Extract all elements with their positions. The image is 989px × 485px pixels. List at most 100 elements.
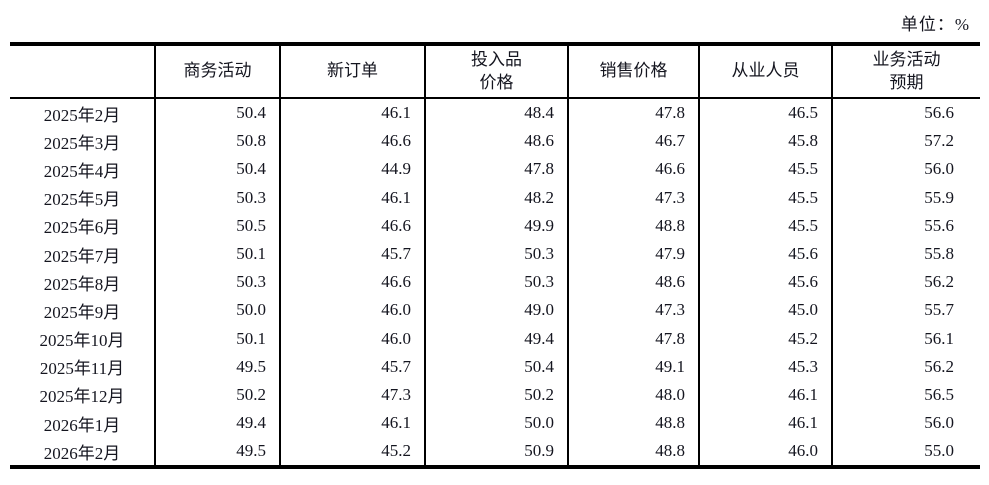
row-value: 50.3 [155,183,281,212]
row-value: 49.4 [155,409,281,438]
row-value: 45.8 [699,127,833,156]
row-value: 50.2 [425,380,569,410]
row-value: 45.0 [699,296,833,325]
row-value: 56.2 [924,356,954,376]
table-row: 2025年6月 50.5 46.6 49.9 48.8 45.5 55.6 [10,211,980,240]
table-row: 2025年11月 49.5 45.7 50.4 49.1 45.3 56.2 [10,352,980,381]
column-header-employment: 从业人员 [699,44,833,99]
row-value: 48.4 [425,98,569,128]
table-row: 2025年5月 50.3 46.1 48.2 47.3 45.5 55.9 [10,183,980,212]
row-value: 46.6 [568,155,700,184]
row-value: 46.1 [280,183,426,212]
row-value: 46.6 [280,127,426,156]
row-period: 2026年1月 [10,409,156,438]
table-row: 2025年4月 50.4 44.9 47.8 46.6 45.5 56.0 [10,155,980,184]
row-value: 45.7 [280,352,426,381]
row-value: 45.6 [699,239,833,269]
row-value: 47.3 [568,183,700,212]
row-value: 47.9 [568,239,700,269]
row-value: 46.0 [280,324,426,353]
table-body: 2025年2月 50.4 46.1 48.4 47.8 46.5 56.6 2025年3月 50… [10,98,980,468]
column-header-sales-prices: 销售价格 [568,44,700,99]
row-value: 45.5 [699,211,833,240]
row-value: 50.4 [155,98,281,128]
column-header-new-orders: 新订单 [280,44,426,99]
row-value: 45.5 [699,183,833,212]
table-row: 2025年12月 50.2 47.3 50.2 48.0 46.1 56.5 [10,380,980,410]
row-value: 45.6 [699,268,833,297]
row-value: 50.2 [155,380,281,410]
row-value: 56.0 [924,159,954,179]
row-value: 50.3 [155,268,281,297]
column-header-business-activity: 商务活动 [155,44,281,99]
row-value: 48.0 [568,380,700,410]
row-value: 50.5 [155,211,281,240]
row-value: 55.9 [924,187,954,207]
row-value: 50.4 [425,352,569,381]
header-row: 商务活动 新订单 投入品 价格 销售价格 从业人员 业务活动 预期 [10,44,980,99]
row-period: 2025年10月 [10,324,156,353]
row-period: 2026年2月 [10,437,156,468]
row-value: 46.1 [699,380,833,410]
row-value: 44.9 [280,155,426,184]
row-value: 50.8 [155,127,281,156]
row-value: 49.5 [155,437,281,468]
row-period: 2025年8月 [10,268,156,297]
row-period: 2025年11月 [10,352,156,381]
row-value: 49.5 [155,352,281,381]
row-value: 46.6 [280,268,426,297]
row-value: 56.1 [924,328,954,348]
row-value: 48.8 [568,437,700,468]
row-value: 46.1 [280,98,426,128]
row-value: 46.6 [280,211,426,240]
table-row: 2025年8月 50.3 46.6 50.3 48.6 45.6 56.2 [10,268,980,297]
row-period: 2025年4月 [10,155,156,184]
row-value: 48.8 [568,409,700,438]
row-value: 50.1 [155,324,281,353]
row-value: 47.3 [568,296,700,325]
column-header-input-prices: 投入品 价格 [425,44,569,99]
row-value: 55.0 [924,441,954,461]
row-value: 48.8 [568,211,700,240]
row-value: 56.6 [924,103,954,123]
row-value: 49.9 [425,211,569,240]
row-value: 56.0 [924,413,954,433]
row-value: 46.1 [699,409,833,438]
row-value: 46.0 [280,296,426,325]
row-value: 55.8 [924,244,954,264]
row-value: 55.7 [924,300,954,320]
table-row: 2025年9月 50.0 46.0 49.0 47.3 45.0 55.7 [10,296,980,325]
row-value: 56.2 [924,272,954,292]
row-value: 47.8 [568,98,700,128]
unit-label: 单位：% [900,15,970,34]
row-value: 57.2 [924,131,954,151]
row-value: 45.2 [280,437,426,468]
row-value: 46.5 [699,98,833,128]
row-period: 2025年6月 [10,211,156,240]
row-period: 2025年12月 [10,380,156,410]
row-value: 45.5 [699,155,833,184]
table-row: 2026年2月 49.5 45.2 50.9 48.8 46.0 55.0 [10,437,980,468]
row-value: 50.3 [425,268,569,297]
row-value: 46.0 [699,437,833,468]
pmi-indicator-table: 商务活动 新订单 投入品 价格 销售价格 从业人员 业务活动 预期 2025年2… [10,42,980,470]
row-period: 2025年3月 [10,127,156,156]
row-period: 2025年5月 [10,183,156,212]
table-row: 2025年3月 50.8 46.6 48.6 46.7 45.8 57.2 [10,127,980,156]
row-value: 56.5 [924,384,954,404]
row-value: 49.4 [425,324,569,353]
table-row: 2025年2月 50.4 46.1 48.4 47.8 46.5 56.6 [10,98,980,128]
row-value: 50.9 [425,437,569,468]
row-value: 50.1 [155,239,281,269]
row-value: 50.0 [155,296,281,325]
table-row: 2025年10月 50.1 46.0 49.4 47.8 45.2 56.1 [10,324,980,353]
row-value: 50.4 [155,155,281,184]
row-value: 49.1 [568,352,700,381]
row-value: 46.7 [568,127,700,156]
row-value: 45.2 [699,324,833,353]
table-row: 2026年1月 49.4 46.1 50.0 48.8 46.1 56.0 [10,409,980,438]
row-value: 50.0 [425,409,569,438]
row-value: 47.8 [568,324,700,353]
row-value: 47.3 [280,380,426,410]
row-value: 45.3 [699,352,833,381]
